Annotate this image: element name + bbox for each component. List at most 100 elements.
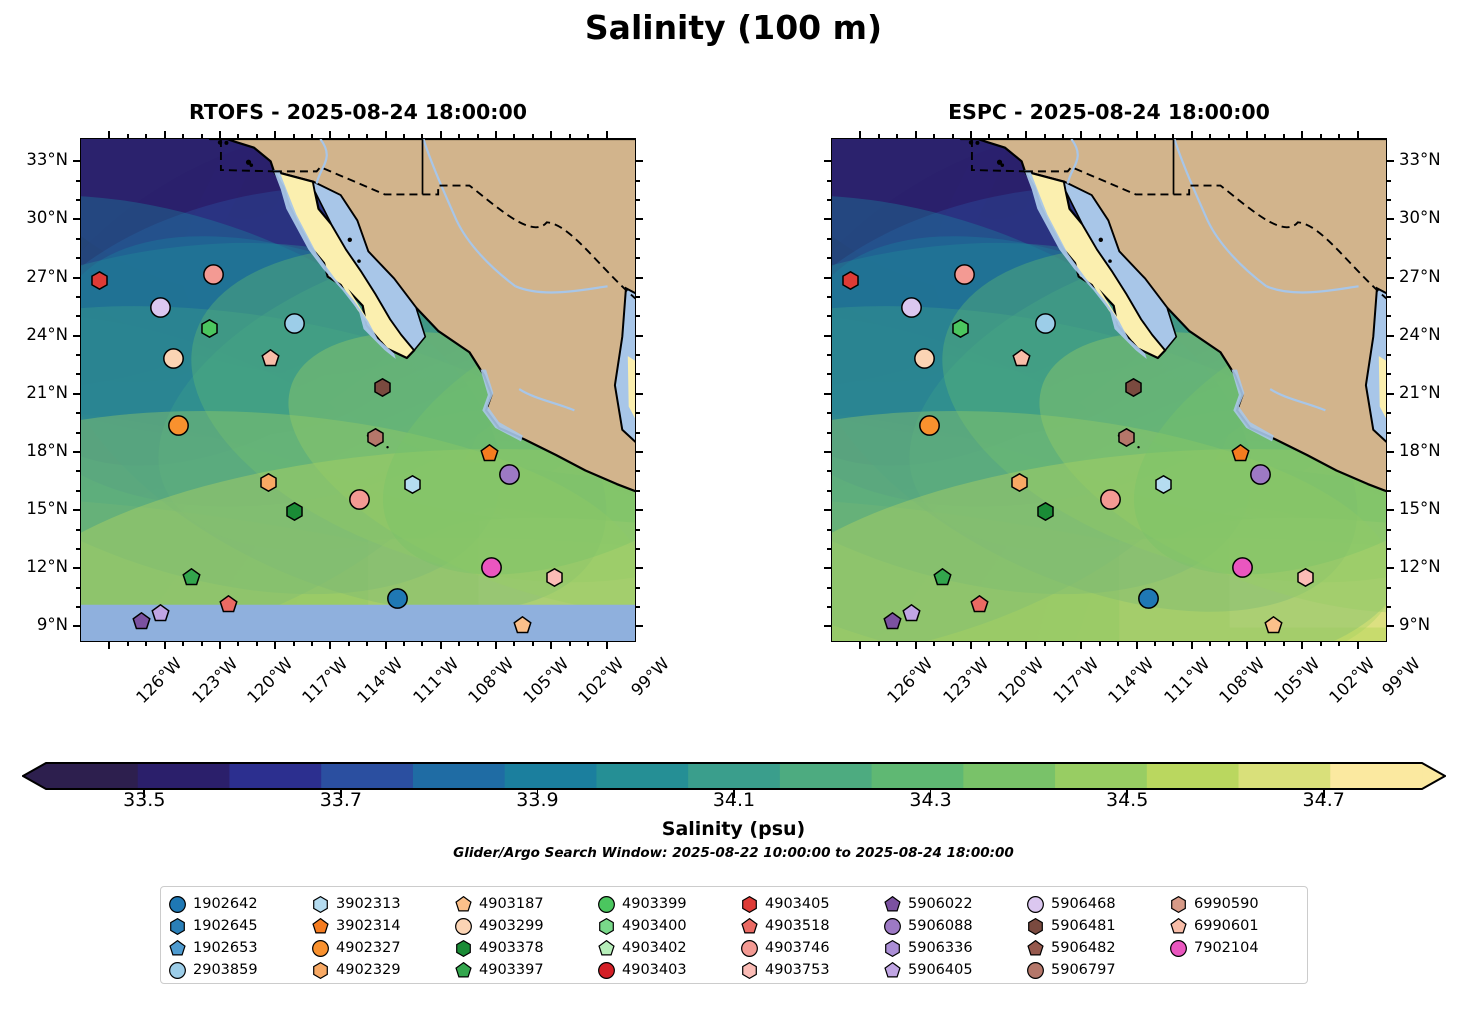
argo-float-marker[interactable] [261,348,280,368]
argo-float-marker[interactable] [970,594,989,614]
argo-float-marker[interactable] [933,567,952,587]
legend-item[interactable]: 4903378 [455,937,598,959]
legend-item[interactable]: 3902314 [312,915,455,937]
x-tick [914,642,917,649]
x-minor-tick [513,134,516,138]
y-tick [73,276,80,279]
argo-float-marker[interactable] [259,472,278,492]
map-panel-espc[interactable] [831,138,1387,642]
y-minor-tick [1387,431,1391,434]
legend-item[interactable]: 6990601 [1170,915,1313,937]
y-minor-tick [636,354,640,357]
y-minor-tick [76,431,80,434]
x-minor-tick [145,642,148,646]
argo-float-marker[interactable] [1099,489,1121,510]
legend-item[interactable]: 5906468 [1027,893,1170,915]
argo-float-marker[interactable] [366,427,385,448]
legend-item[interactable]: 4903187 [455,893,598,915]
argo-float-marker[interactable] [1117,427,1136,448]
argo-float-marker[interactable] [1296,567,1315,587]
legend-item[interactable]: 4903399 [598,893,741,915]
x-tick [495,131,498,138]
argo-float-marker[interactable] [919,415,940,437]
argo-float-marker[interactable] [841,270,860,291]
legend-item[interactable]: 5906797 [1027,959,1170,981]
argo-float-marker[interactable] [499,463,521,485]
argo-float-marker[interactable] [1264,615,1283,635]
argo-float-marker[interactable] [1154,474,1173,494]
argo-float-marker[interactable] [219,594,238,614]
argo-float-marker[interactable] [149,297,171,319]
legend-item[interactable]: 5906022 [884,893,1027,915]
legend-item[interactable]: 6990590 [1170,893,1313,915]
x-minor-tick [476,642,479,646]
legend-item[interactable]: 4903299 [455,915,598,937]
x-minor-tick [1227,642,1230,646]
argo-float-marker[interactable] [902,604,921,623]
legend-item-label: 2903859 [193,962,258,978]
argo-float-marker[interactable] [1035,312,1056,334]
map-panel-rtofs[interactable] [80,138,636,642]
legend-item[interactable]: 5906481 [1027,915,1170,937]
y-minor-tick [827,257,831,260]
legend-item[interactable]: 4903400 [598,915,741,937]
argo-float-marker[interactable] [480,443,499,463]
legend-item[interactable]: 5906336 [884,937,1027,959]
argo-float-marker[interactable] [168,415,189,437]
legend-item[interactable]: 4903405 [741,893,884,915]
argo-float-marker[interactable] [1231,443,1250,463]
legend-item[interactable]: 7902104 [1170,937,1313,959]
y-tick [73,160,80,163]
argo-float-marker[interactable] [162,347,184,369]
argo-float-marker[interactable] [951,319,970,339]
argo-float-marker[interactable] [387,587,409,609]
legend-item[interactable]: 3902313 [312,893,455,915]
y-minor-tick [1387,586,1391,589]
argo-float-marker[interactable] [1124,377,1143,397]
argo-float-marker[interactable] [545,567,564,587]
argo-float-marker[interactable] [182,567,201,587]
legend-item[interactable]: 1902642 [169,893,312,915]
colorbar-tick [340,790,342,798]
argo-float-marker[interactable] [90,270,109,291]
argo-float-marker[interactable] [1012,348,1031,368]
argo-float-marker[interactable] [200,319,219,339]
x-minor-tick [988,642,991,646]
legend-item[interactable]: 4903403 [598,959,741,981]
argo-float-marker[interactable] [954,264,975,286]
argo-float-marker[interactable] [900,297,922,319]
legend-item[interactable]: 4903753 [741,959,884,981]
legend-item[interactable]: 1902645 [169,915,312,937]
argo-float-marker[interactable] [132,612,151,631]
legend-item[interactable]: 1902653 [169,937,312,959]
legend-item[interactable]: 4903518 [741,915,884,937]
legend-item[interactable]: 5906088 [884,915,1027,937]
argo-float-marker[interactable] [373,377,392,397]
legend-item[interactable]: 5906405 [884,959,1027,981]
argo-float-marker[interactable] [513,615,532,635]
legend-item[interactable]: 4903402 [598,937,741,959]
argo-float-marker[interactable] [1138,587,1160,609]
argo-float-marker[interactable] [348,489,370,510]
legend-item[interactable]: 4903397 [455,959,598,981]
legend-item[interactable]: 4903746 [741,937,884,959]
argo-float-marker[interactable] [151,604,170,623]
x-minor-tick [933,134,936,138]
legend-item[interactable]: 2903859 [169,959,312,981]
argo-float-marker[interactable] [1250,463,1272,485]
x-axis-label: 102°W [574,654,628,708]
argo-float-marker[interactable] [481,556,502,578]
argo-float-marker[interactable] [403,474,422,494]
legend-item[interactable]: 4902327 [312,937,455,959]
x-minor-tick [476,134,479,138]
argo-float-marker[interactable] [285,501,304,521]
legend-item[interactable]: 5906482 [1027,937,1170,959]
argo-float-marker[interactable] [1036,501,1055,521]
argo-float-marker[interactable] [203,264,224,286]
argo-float-marker[interactable] [1010,472,1029,492]
legend-item[interactable]: 4902329 [312,959,455,981]
argo-float-marker[interactable] [1232,556,1253,578]
argo-float-marker[interactable] [883,612,902,631]
argo-float-marker[interactable] [284,312,305,334]
argo-float-marker[interactable] [913,347,935,369]
